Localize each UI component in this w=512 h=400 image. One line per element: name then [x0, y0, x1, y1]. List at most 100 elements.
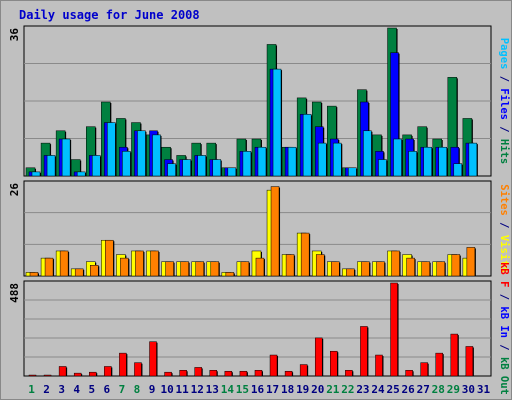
bar-sites-day-1 — [29, 272, 39, 277]
scale-label-visits-sites: 26 — [8, 183, 21, 197]
day-tick-label: 28 — [432, 383, 445, 396]
bar-pages-day-30 — [468, 142, 478, 177]
bar-kbytes-day-25 — [390, 282, 398, 377]
bar-pages-day-10 — [167, 163, 176, 177]
axis-label-part: kB In — [498, 306, 510, 338]
bar-pages-day-20 — [317, 142, 327, 177]
bar-kbytes-day-6 — [104, 366, 112, 377]
day-tick-label: 22 — [341, 383, 354, 396]
bar-sites-day-29 — [451, 254, 461, 277]
bar-kbytes-day-29 — [450, 333, 459, 377]
bar-sites-day-8 — [135, 250, 144, 277]
axis-label-kbytes: kB F / kB In / kB Out — [498, 262, 510, 395]
day-tick-label: 16 — [251, 383, 265, 396]
scale-label-hits-files-pages: 36 — [8, 28, 21, 42]
bar-sites-day-13 — [210, 261, 220, 277]
day-tick-label: 26 — [402, 383, 416, 396]
bar-pages-day-1 — [31, 171, 41, 177]
bar-sites-day-24 — [376, 261, 385, 277]
axis-label-part: kB F — [498, 262, 510, 287]
bar-pages-day-11 — [182, 159, 191, 177]
day-tick-label: 27 — [417, 383, 430, 396]
day-tick-label: 21 — [326, 383, 340, 396]
bar-kbytes-day-3 — [58, 366, 67, 377]
bar-pages-day-3 — [61, 138, 71, 177]
bar-kbytes-day-18 — [284, 370, 293, 377]
bar-pages-day-16 — [257, 146, 267, 177]
bar-pages-day-24 — [378, 159, 387, 177]
bar-pages-day-18 — [287, 146, 297, 177]
axis-label-part: Pages — [498, 38, 510, 70]
axis-label-part: / — [498, 287, 510, 306]
day-tick-label: 15 — [236, 383, 249, 396]
bar-sites-day-2 — [44, 257, 54, 277]
bar-pages-day-7 — [122, 151, 131, 177]
bar-pages-day-13 — [212, 159, 222, 177]
bar-pages-day-12 — [197, 155, 206, 177]
day-tick-label: 25 — [386, 383, 399, 396]
day-tick-label: 17 — [266, 383, 279, 396]
bar-pages-day-6 — [107, 122, 116, 177]
bar-sites-day-7 — [120, 257, 129, 277]
axis-label-part: / — [498, 216, 510, 235]
day-tick-label: 29 — [447, 383, 460, 396]
day-tick-label: 7 — [119, 383, 126, 396]
day-tick-label: 8 — [134, 383, 141, 396]
axis-label-hits-files-pages: Pages / Files / Hits — [498, 38, 510, 164]
bar-pages-day-14 — [227, 167, 237, 177]
day-tick-label: 19 — [296, 383, 309, 396]
day-tick-label: 13 — [206, 383, 219, 396]
bar-pages-day-27 — [423, 146, 432, 177]
bar-sites-day-16 — [255, 257, 265, 277]
bar-pages-day-8 — [137, 130, 146, 177]
bar-pages-day-29 — [453, 163, 463, 177]
day-tick-label: 9 — [149, 383, 156, 396]
bar-sites-day-12 — [195, 261, 204, 277]
bar-pages-day-21 — [333, 142, 342, 177]
bar-kbytes-day-21 — [330, 350, 338, 377]
day-tick-label: 23 — [356, 383, 369, 396]
axis-label-part: / — [498, 69, 510, 88]
bar-pages-day-26 — [408, 151, 417, 177]
axis-label-part: Hits — [498, 139, 510, 164]
day-tick-label: 12 — [191, 383, 204, 396]
day-tick-label: 10 — [160, 383, 173, 396]
bar-sites-day-20 — [315, 254, 325, 277]
day-tick-label: 24 — [371, 383, 385, 396]
bar-pages-day-25 — [393, 138, 402, 177]
bar-kbytes-day-28 — [435, 352, 443, 377]
bar-pages-day-17 — [272, 68, 282, 177]
day-tick-label: 1 — [28, 383, 35, 396]
scale-label-kbytes: 488 — [8, 283, 21, 303]
bar-kbytes-day-12 — [194, 367, 202, 377]
bar-pages-day-28 — [438, 146, 447, 177]
axis-label-part: Files — [498, 88, 510, 120]
axis-label-part: / — [498, 120, 510, 139]
bar-kbytes-day-30 — [465, 346, 474, 377]
day-tick-label: 4 — [73, 383, 80, 396]
bar-sites-day-11 — [180, 261, 189, 277]
bar-sites-day-6 — [105, 239, 114, 277]
bar-sites-day-5 — [90, 265, 99, 277]
bar-kbytes-day-26 — [405, 370, 413, 377]
bar-pages-day-22 — [348, 167, 357, 177]
bar-kbytes-day-4 — [73, 372, 82, 377]
day-tick-label: 3 — [58, 383, 65, 396]
day-tick-label: 30 — [462, 383, 475, 396]
bar-kbytes-day-19 — [299, 364, 308, 377]
day-tick-label: 20 — [311, 383, 324, 396]
bar-kbytes-day-27 — [420, 362, 428, 377]
axis-label-part: Visits — [498, 235, 510, 273]
bar-kbytes-day-5 — [89, 371, 97, 377]
bar-pages-day-23 — [363, 130, 372, 177]
bar-kbytes-day-11 — [179, 370, 187, 377]
bar-sites-day-10 — [165, 261, 174, 277]
bar-kbytes-day-14 — [224, 370, 233, 377]
bar-sites-day-19 — [300, 232, 310, 277]
bar-sites-day-4 — [74, 268, 84, 277]
bar-pages-day-2 — [46, 155, 56, 177]
axis-label-part: / — [498, 338, 510, 357]
bar-sites-day-26 — [406, 257, 415, 277]
bar-kbytes-day-10 — [164, 371, 172, 377]
